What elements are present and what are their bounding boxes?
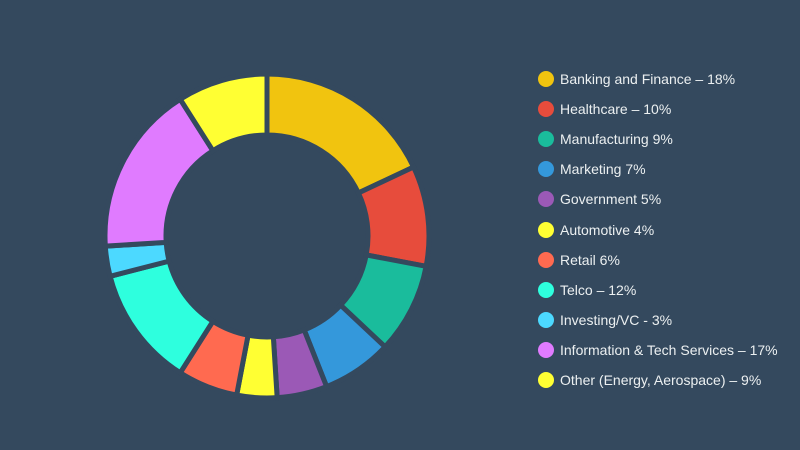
legend-label: Telco – 12% — [560, 281, 637, 298]
legend-item[interactable]: Information & Tech Services – 17% — [538, 335, 800, 365]
legend-item[interactable]: Banking and Finance – 18% — [538, 64, 800, 94]
legend-item[interactable]: Retail 6% — [538, 245, 800, 275]
legend-swatch — [538, 311, 554, 328]
legend-item[interactable]: Healthcare – 10% — [538, 94, 800, 124]
legend-label: Retail 6% — [560, 251, 620, 268]
legend-swatch — [538, 191, 554, 208]
legend-swatch — [538, 221, 554, 238]
legend-label: Government 5% — [560, 191, 662, 208]
legend-item[interactable]: Marketing 7% — [538, 154, 800, 184]
legend-swatch — [538, 131, 554, 148]
donut-slice-11[interactable] — [176, 71, 270, 155]
legend-label: Manufacturing 9% — [560, 131, 673, 148]
legend-item[interactable]: Automotive 4% — [538, 214, 800, 244]
legend-item[interactable]: Manufacturing 9% — [538, 124, 800, 154]
legend-swatch — [538, 101, 554, 118]
legend-label: Marketing 7% — [560, 161, 646, 178]
legend-swatch — [538, 341, 554, 358]
legend-label: Automotive 4% — [560, 221, 655, 238]
legend-label: Information & Tech Services – 17% — [560, 341, 778, 358]
legend-item[interactable]: Investing/VC - 3% — [538, 305, 800, 335]
legend-item[interactable]: Telco – 12% — [538, 275, 800, 305]
legend-item[interactable]: Other (Energy, Aerospace) – 9% — [538, 365, 800, 395]
legend: Banking and Finance – 18% Healthcare – 10… — [538, 64, 800, 395]
legend-label: Healthcare – 10% — [560, 101, 672, 118]
legend-label: Investing/VC - 3% — [560, 311, 673, 328]
legend-item[interactable]: Government 5% — [538, 184, 800, 214]
legend-swatch — [538, 371, 554, 388]
legend-swatch — [538, 281, 554, 298]
legend-label: Banking and Finance – 18% — [560, 71, 736, 88]
legend-swatch — [538, 71, 554, 88]
legend-label: Other (Energy, Aerospace) – 9% — [560, 371, 762, 388]
legend-swatch — [538, 161, 554, 178]
legend-swatch — [538, 251, 554, 268]
